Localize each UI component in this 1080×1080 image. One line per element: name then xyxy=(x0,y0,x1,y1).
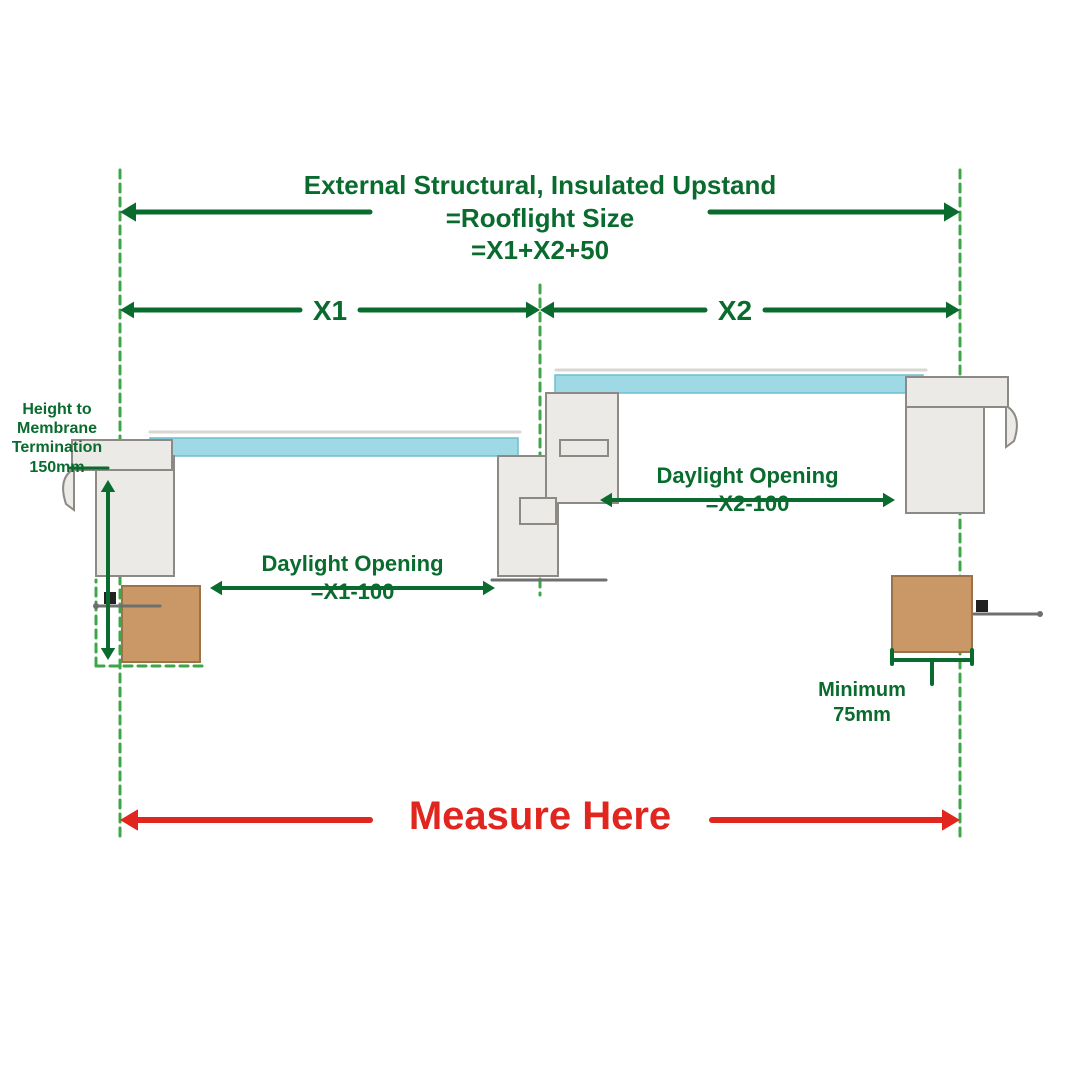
svg-text:X2: X2 xyxy=(718,295,752,326)
daylight-1-label: Daylight Opening=X1-100 xyxy=(223,550,483,605)
svg-text:X1: X1 xyxy=(313,295,347,326)
measure-here-label: Measure Here xyxy=(370,794,710,839)
minimum-label: Minimum75mm xyxy=(762,678,962,728)
height-membrane-label: Height toMembraneTermination150mm xyxy=(2,400,112,477)
diagram-svg: X1 X2 xyxy=(0,0,1080,1080)
daylight-2-label: Daylight Opening=X2-100 xyxy=(618,462,878,517)
title-label: External Structural, Insulated Upstand=R… xyxy=(260,169,820,267)
diagram-stage: X1 X2 External Structural, Insulated Upsta… xyxy=(0,0,1080,1080)
